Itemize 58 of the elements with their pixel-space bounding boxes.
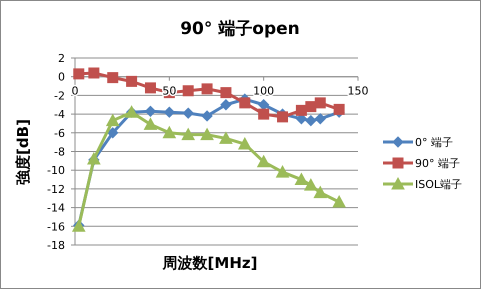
point bbox=[219, 132, 232, 144]
y-tick-label: -16 bbox=[47, 220, 65, 234]
y-axis-title: 強度[dB] bbox=[14, 119, 32, 185]
point bbox=[162, 126, 176, 138]
point bbox=[332, 195, 346, 208]
x-tick-label: 0 bbox=[72, 84, 78, 98]
point bbox=[144, 106, 156, 117]
point bbox=[88, 67, 100, 78]
point bbox=[314, 113, 326, 124]
point bbox=[182, 85, 194, 96]
y-tick-label: -6 bbox=[54, 126, 65, 140]
point bbox=[258, 108, 270, 120]
point bbox=[144, 82, 156, 94]
y-tick-label: -18 bbox=[47, 239, 65, 252]
point bbox=[296, 104, 307, 116]
point bbox=[238, 138, 252, 150]
y-tick-label: -12 bbox=[47, 182, 65, 196]
point bbox=[239, 97, 250, 108]
x-tick-label: 150 bbox=[348, 84, 368, 98]
point bbox=[107, 72, 118, 84]
point bbox=[258, 99, 270, 110]
y-tick-label: 0 bbox=[58, 70, 65, 84]
legend-label: 0° 端子 bbox=[415, 136, 453, 149]
point bbox=[277, 111, 288, 122]
point bbox=[164, 106, 175, 118]
point bbox=[73, 68, 84, 80]
y-tick-label: -8 bbox=[54, 146, 65, 158]
point bbox=[334, 104, 345, 115]
legend-label: ISOL端子 bbox=[415, 178, 462, 191]
x-tick-label: 50 bbox=[162, 84, 176, 98]
point bbox=[276, 166, 290, 178]
y-tick-label: 2 bbox=[58, 52, 65, 65]
point bbox=[182, 128, 195, 140]
y-tick-label: -2 bbox=[54, 89, 65, 102]
y-tick-label: -10 bbox=[47, 164, 65, 178]
point bbox=[202, 83, 213, 94]
legend-label: 90° 端子 bbox=[415, 157, 460, 170]
point bbox=[126, 76, 138, 87]
y-tick-label: -4 bbox=[54, 108, 65, 122]
point bbox=[304, 178, 318, 191]
y-tick-label: -14 bbox=[47, 202, 65, 215]
point bbox=[107, 127, 118, 138]
point bbox=[305, 115, 316, 126]
point bbox=[220, 87, 232, 98]
x-tick-label: 100 bbox=[253, 84, 274, 98]
point bbox=[182, 108, 194, 119]
point bbox=[200, 128, 214, 140]
point bbox=[144, 118, 157, 130]
point bbox=[220, 99, 232, 110]
point bbox=[305, 101, 316, 112]
point bbox=[314, 97, 326, 108]
point bbox=[202, 110, 213, 122]
point bbox=[257, 155, 270, 168]
point bbox=[106, 114, 120, 126]
x-axis-title: 周波数[MHz] bbox=[162, 254, 258, 272]
point bbox=[314, 186, 327, 198]
chart-title: 90° 端子open bbox=[180, 19, 300, 39]
point bbox=[294, 173, 308, 186]
